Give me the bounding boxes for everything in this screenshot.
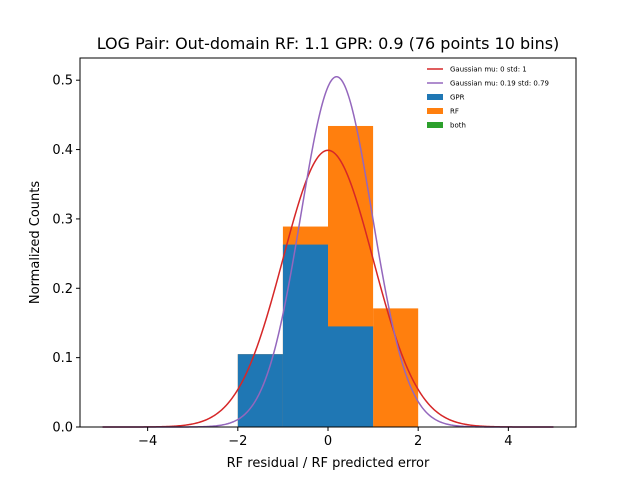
x-tick-label: −2 [228, 434, 247, 449]
x-axis-label: RF residual / RF predicted error [227, 456, 430, 471]
x-tick-label: 2 [414, 434, 422, 449]
y-tick-label: 0.4 [52, 143, 73, 158]
legend-label: both [450, 122, 466, 130]
legend: Gaussian mu: 0 std: 1 Gaussian mu: 0.19 s… [427, 66, 549, 130]
legend-label: GPR [450, 94, 465, 102]
gaussian-curve-1 [102, 149, 554, 428]
legend-swatch-gpr [427, 94, 443, 100]
bar-gpr-2 [328, 326, 374, 427]
chart-title: LOG Pair: Out-domain RF: 1.1 GPR: 0.9 (7… [97, 34, 560, 53]
x-axis-ticks: −4 −2 0 2 4 [138, 427, 513, 449]
x-tick-label: 4 [504, 434, 512, 449]
legend-label: Gaussian mu: 0.19 std: 0.79 [450, 80, 549, 88]
y-axis-label: Normalized Counts [28, 181, 43, 304]
y-tick-label: 0.5 [52, 74, 73, 89]
y-tick-label: 0.3 [52, 212, 73, 227]
legend-swatch-both [427, 122, 443, 128]
y-tick-label: 0.0 [52, 421, 73, 436]
legend-label: RF [450, 108, 459, 116]
y-tick-label: 0.2 [52, 282, 73, 297]
x-tick-label: 0 [324, 434, 332, 449]
legend-swatch-rf [427, 108, 443, 114]
x-tick-label: −4 [138, 434, 157, 449]
legend-label: Gaussian mu: 0 std: 1 [450, 66, 527, 74]
bar-rf-3 [373, 308, 419, 427]
bar-gpr-1 [282, 244, 328, 427]
y-tick-label: 0.1 [52, 351, 73, 366]
y-axis-ticks: 0.0 0.1 0.2 0.3 0.4 0.5 [52, 74, 80, 436]
